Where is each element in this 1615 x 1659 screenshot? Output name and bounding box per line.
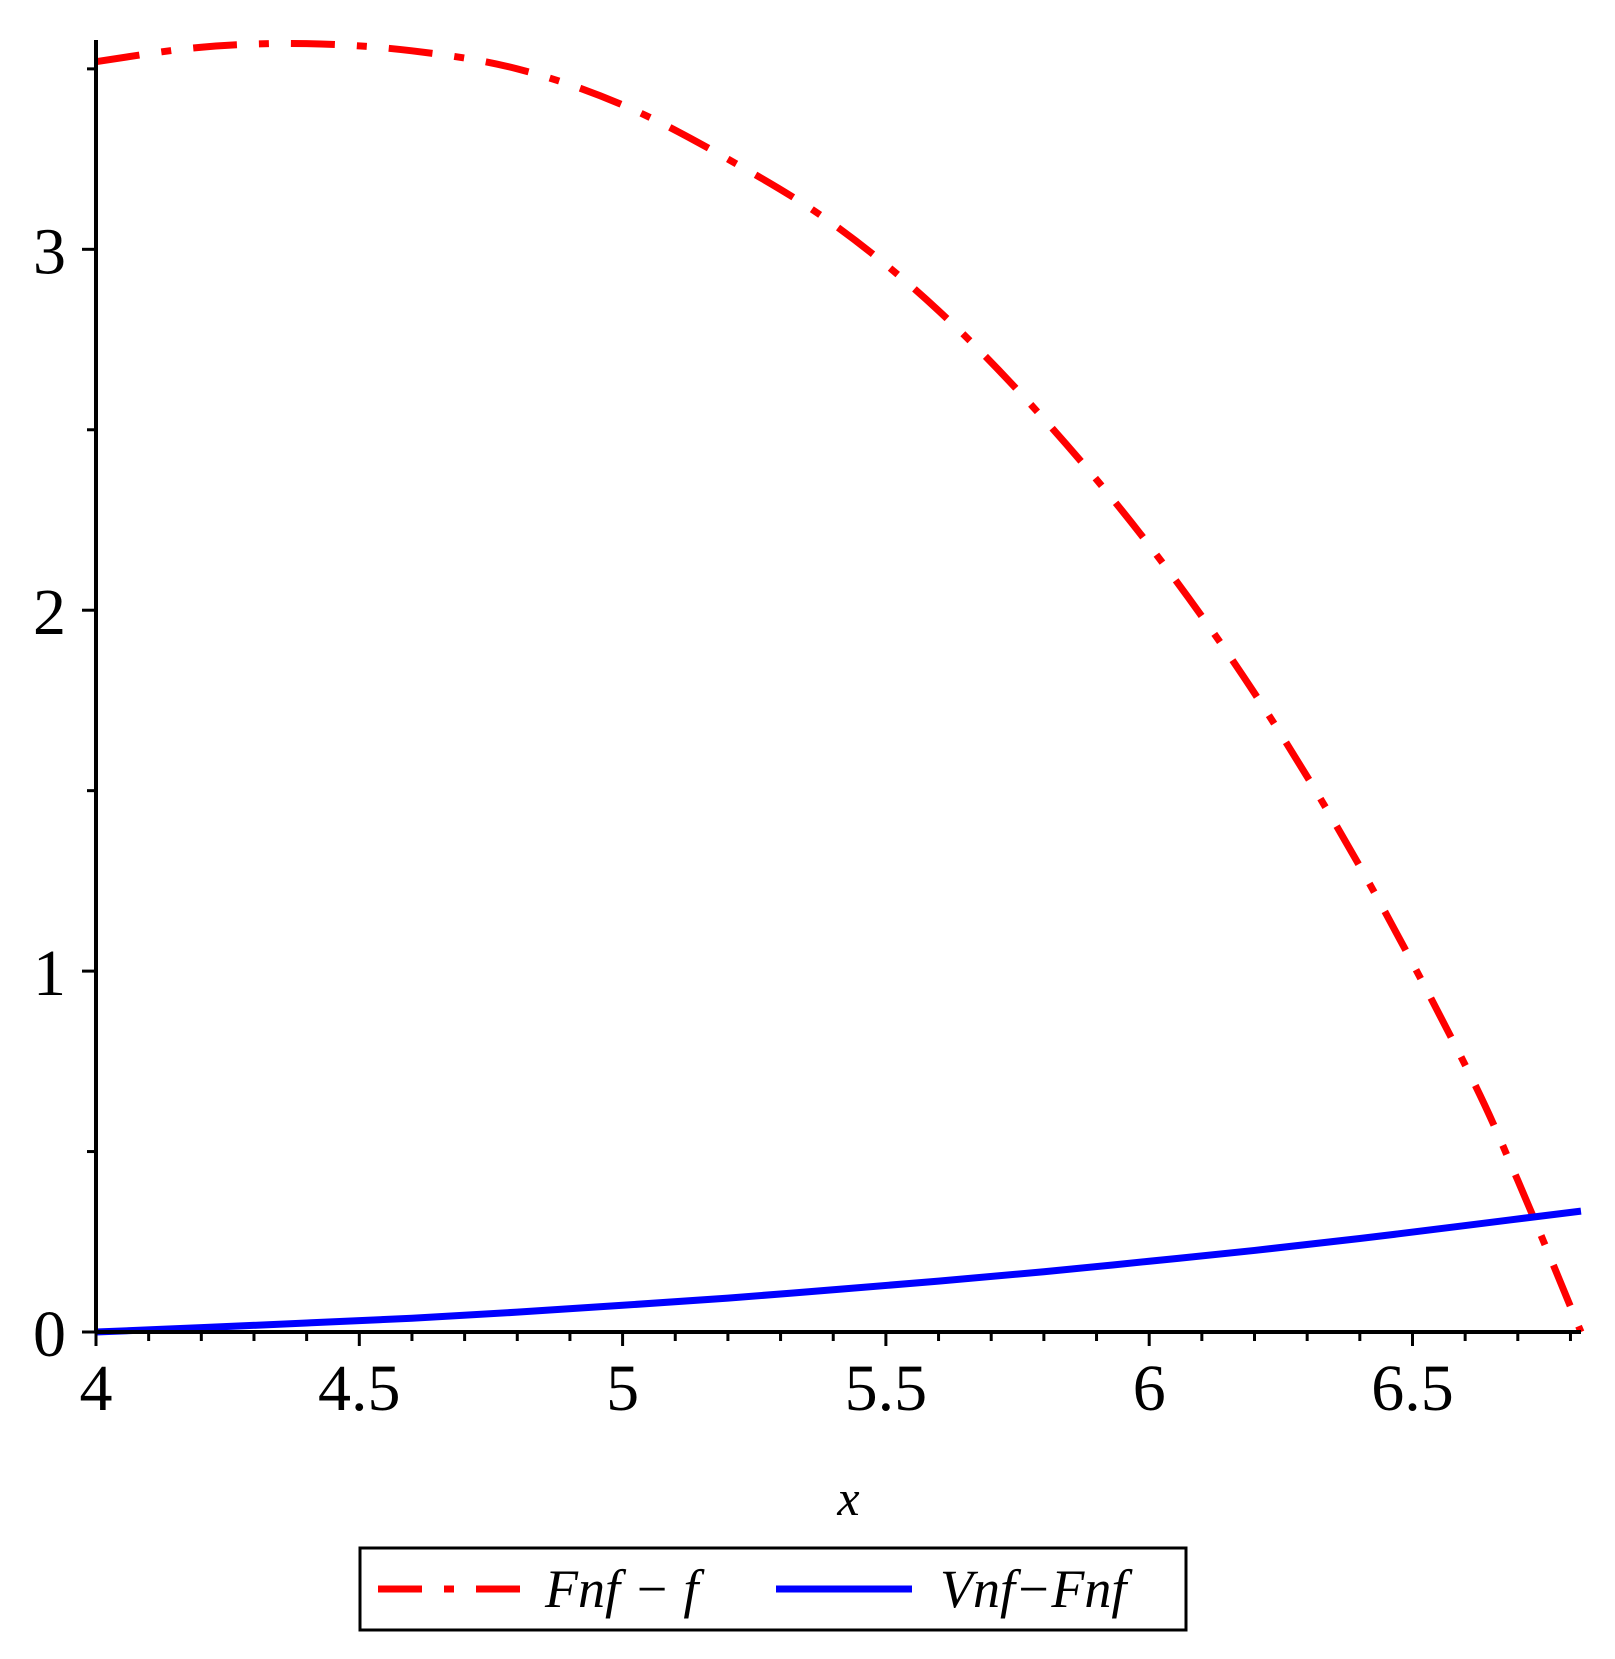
series-line-2 [95, 1207, 1582, 1336]
x-tick-label: 5.5 [845, 1352, 928, 1425]
x-tick-label: 6.5 [1371, 1352, 1454, 1425]
x-tick-label: 4.5 [318, 1352, 401, 1425]
y-tick-label: 0 [33, 1298, 66, 1371]
y-tick-label: 3 [33, 215, 66, 288]
legend-label-1: Fnf − f [544, 1559, 705, 1619]
y-tick-label: 1 [33, 937, 66, 1010]
legend: Fnf − f Vnf−Fnf [358, 1546, 1188, 1632]
tick-labels: 4 4.5 5 5.5 6 6.5 0 1 2 3 [33, 215, 1454, 1425]
ticks [82, 67, 1572, 1346]
y-tick-label: 2 [33, 576, 66, 649]
series-line-1 [95, 39, 1585, 1334]
x-tick-label: 4 [80, 1352, 113, 1425]
x-tick-label: 6 [1133, 1352, 1166, 1425]
axes [94, 40, 1581, 1334]
legend-label-2: Vnf−Fnf [940, 1559, 1133, 1619]
x-axis-label: x [836, 1470, 859, 1526]
plot-area [95, 39, 1585, 1336]
x-tick-label: 5 [606, 1352, 639, 1425]
